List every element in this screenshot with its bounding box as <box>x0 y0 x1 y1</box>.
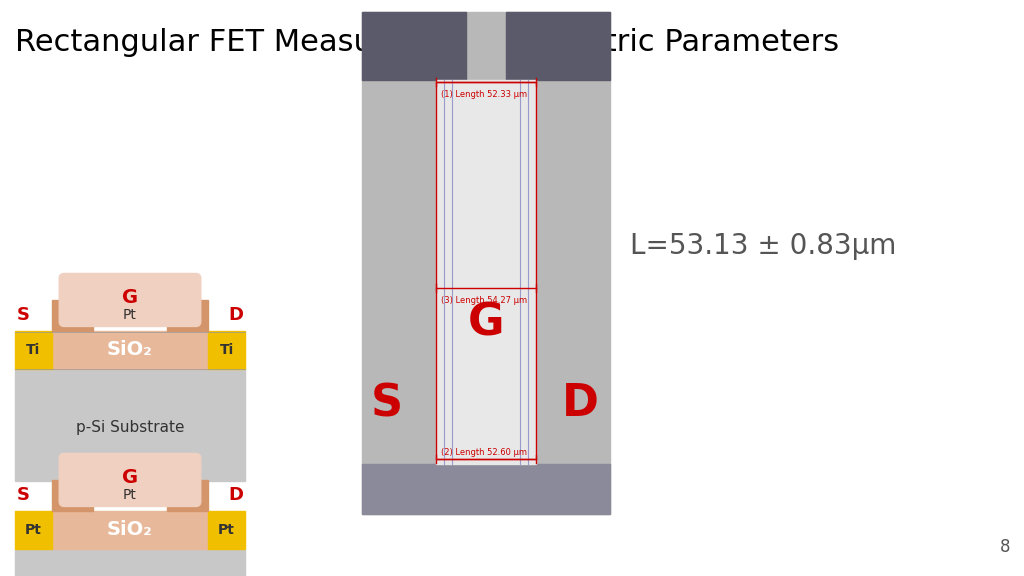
Bar <box>506 12 610 80</box>
Text: Pt: Pt <box>218 523 236 537</box>
Bar <box>15 510 52 549</box>
Bar <box>436 82 536 459</box>
Bar <box>15 331 52 369</box>
Text: 8: 8 <box>999 538 1010 556</box>
Text: S: S <box>371 382 402 425</box>
Bar <box>362 12 610 514</box>
Text: SiO₂: SiO₂ <box>108 340 153 359</box>
Bar <box>52 301 93 331</box>
Text: Ti: Ti <box>27 343 41 357</box>
Text: G: G <box>122 468 138 487</box>
Text: (2) Length 52.60 μm: (2) Length 52.60 μm <box>441 448 527 457</box>
Bar <box>208 331 245 369</box>
Bar <box>208 510 245 549</box>
Text: p-Si Substrate: p-Si Substrate <box>76 420 184 435</box>
Text: L=53.13 ± 0.83μm: L=53.13 ± 0.83μm <box>630 232 896 260</box>
Text: G: G <box>468 302 504 345</box>
Bar <box>15 549 245 576</box>
Text: S: S <box>17 306 30 324</box>
FancyBboxPatch shape <box>59 453 201 506</box>
Bar <box>167 480 208 510</box>
Text: (3) Length 54.27 μm: (3) Length 54.27 μm <box>441 296 527 305</box>
Text: S: S <box>17 487 30 505</box>
Bar <box>362 464 610 514</box>
Bar <box>52 510 208 549</box>
Bar <box>362 12 466 80</box>
Bar <box>52 480 93 510</box>
Text: G: G <box>122 289 138 308</box>
Text: Ti: Ti <box>219 343 233 357</box>
Text: (1) Length 52.33 μm: (1) Length 52.33 μm <box>441 90 527 99</box>
Bar <box>52 331 208 369</box>
Bar <box>436 80 536 464</box>
Text: SiO₂: SiO₂ <box>108 520 153 539</box>
FancyBboxPatch shape <box>59 274 201 327</box>
Text: Pt: Pt <box>123 488 137 502</box>
Text: D: D <box>228 487 243 505</box>
Text: Pt: Pt <box>25 523 42 537</box>
Text: D: D <box>562 382 599 425</box>
Bar <box>15 369 245 481</box>
Text: Pt: Pt <box>123 309 137 323</box>
Text: Rectangular FET Measurement-Geometric Parameters: Rectangular FET Measurement-Geometric Pa… <box>15 28 839 57</box>
Bar <box>167 301 208 331</box>
Text: D: D <box>228 306 243 324</box>
